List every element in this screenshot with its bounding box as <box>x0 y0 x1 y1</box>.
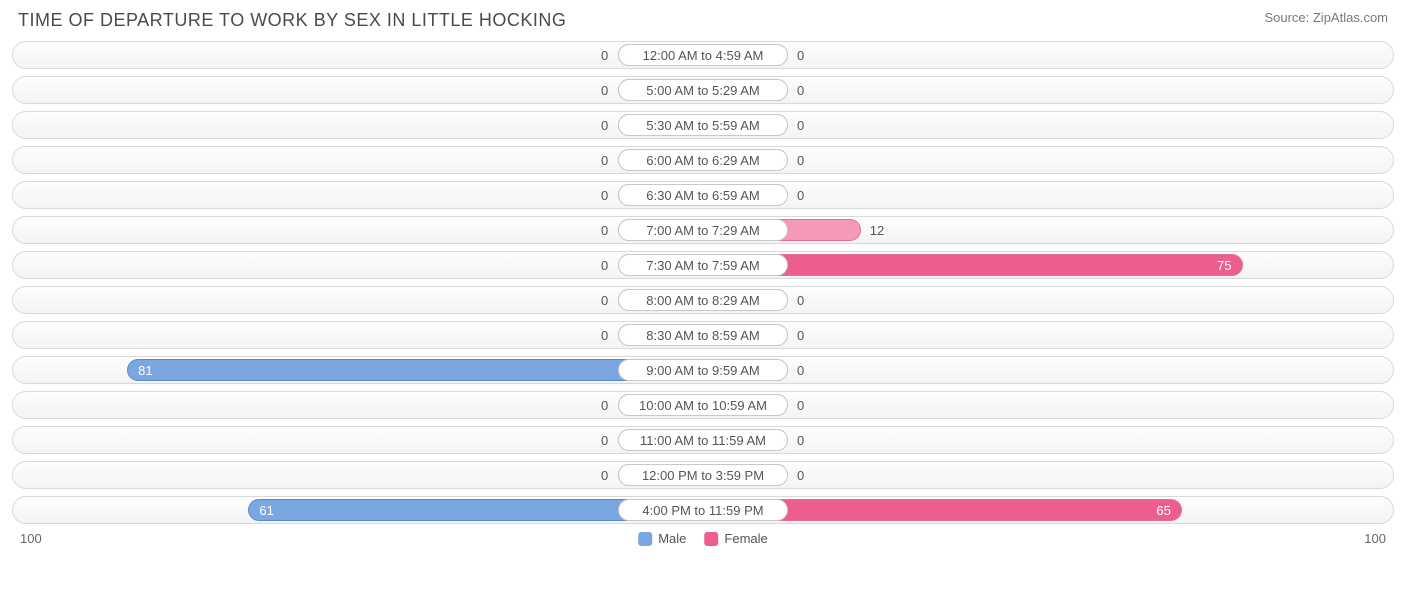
male-value: 0 <box>601 328 611 343</box>
female-value: 0 <box>797 153 804 168</box>
row-category-label: 8:00 AM to 8:29 AM <box>618 289 788 311</box>
female-value: 65 <box>1156 503 1170 518</box>
chart-row: 4:00 PM to 11:59 PM 61 65 <box>12 496 1394 524</box>
female-value: 0 <box>797 188 804 203</box>
row-category-label: 10:00 AM to 10:59 AM <box>618 394 788 416</box>
chart-source: Source: ZipAtlas.com <box>1264 10 1388 25</box>
male-value: 0 <box>601 258 611 273</box>
male-value: 0 <box>601 468 611 483</box>
chart-row: 8:30 AM to 8:59 AM 0 0 <box>12 321 1394 349</box>
row-category-label: 12:00 PM to 3:59 PM <box>618 464 788 486</box>
female-value: 75 <box>1217 258 1231 273</box>
chart-row: 5:30 AM to 5:59 AM 0 0 <box>12 111 1394 139</box>
axis-right-label: 100 <box>1364 531 1386 546</box>
legend-item: Male <box>638 531 686 546</box>
male-value: 81 <box>138 363 152 378</box>
legend-swatch <box>704 532 718 546</box>
male-value: 0 <box>601 188 611 203</box>
row-category-label: 9:00 AM to 9:59 AM <box>618 359 788 381</box>
chart-row: 8:00 AM to 8:29 AM 0 0 <box>12 286 1394 314</box>
female-value: 0 <box>797 48 804 63</box>
legend-label: Male <box>658 531 686 546</box>
female-value: 0 <box>797 328 804 343</box>
female-value: 12 <box>870 223 884 238</box>
male-value: 61 <box>259 503 273 518</box>
female-value: 0 <box>797 83 804 98</box>
axis-row: 100 Male Female 100 <box>12 531 1394 546</box>
chart-row: 7:00 AM to 7:29 AM 0 12 <box>12 216 1394 244</box>
male-value: 0 <box>601 83 611 98</box>
chart-row: 6:30 AM to 6:59 AM 0 0 <box>12 181 1394 209</box>
chart-row: 9:00 AM to 9:59 AM 81 0 <box>12 356 1394 384</box>
female-value: 0 <box>797 433 804 448</box>
female-value: 0 <box>797 398 804 413</box>
row-category-label: 7:00 AM to 7:29 AM <box>618 219 788 241</box>
male-value: 0 <box>601 433 611 448</box>
legend-item: Female <box>704 531 767 546</box>
legend: Male Female <box>638 531 768 546</box>
female-value: 0 <box>797 293 804 308</box>
axis-left-label: 100 <box>20 531 42 546</box>
female-value: 0 <box>797 468 804 483</box>
legend-label: Female <box>724 531 767 546</box>
chart-row: 5:00 AM to 5:29 AM 0 0 <box>12 76 1394 104</box>
male-value: 0 <box>601 293 611 308</box>
row-category-label: 8:30 AM to 8:59 AM <box>618 324 788 346</box>
legend-swatch <box>638 532 652 546</box>
row-category-label: 6:30 AM to 6:59 AM <box>618 184 788 206</box>
male-value: 0 <box>601 223 611 238</box>
row-category-label: 12:00 AM to 4:59 AM <box>618 44 788 66</box>
female-value: 0 <box>797 118 804 133</box>
female-value: 0 <box>797 363 804 378</box>
male-value: 0 <box>601 118 611 133</box>
chart-row: 6:00 AM to 6:29 AM 0 0 <box>12 146 1394 174</box>
chart-header: TIME OF DEPARTURE TO WORK BY SEX IN LITT… <box>12 10 1394 31</box>
male-value: 0 <box>601 153 611 168</box>
row-category-label: 7:30 AM to 7:59 AM <box>618 254 788 276</box>
chart-area: 12:00 AM to 4:59 AM 0 0 5:00 AM to 5:29 AM 0… <box>12 41 1394 524</box>
chart-row: 12:00 PM to 3:59 PM 0 0 <box>12 461 1394 489</box>
row-category-label: 5:30 AM to 5:59 AM <box>618 114 788 136</box>
row-category-label: 6:00 AM to 6:29 AM <box>618 149 788 171</box>
chart-title: TIME OF DEPARTURE TO WORK BY SEX IN LITT… <box>18 10 566 31</box>
row-category-label: 11:00 AM to 11:59 AM <box>618 429 788 451</box>
male-bar: 81 <box>127 359 703 381</box>
chart-row: 11:00 AM to 11:59 AM 0 0 <box>12 426 1394 454</box>
chart-row: 10:00 AM to 10:59 AM 0 0 <box>12 391 1394 419</box>
row-category-label: 4:00 PM to 11:59 PM <box>618 499 788 521</box>
row-category-label: 5:00 AM to 5:29 AM <box>618 79 788 101</box>
chart-row: 12:00 AM to 4:59 AM 0 0 <box>12 41 1394 69</box>
male-value: 0 <box>601 398 611 413</box>
chart-row: 7:30 AM to 7:59 AM 0 75 <box>12 251 1394 279</box>
male-value: 0 <box>601 48 611 63</box>
